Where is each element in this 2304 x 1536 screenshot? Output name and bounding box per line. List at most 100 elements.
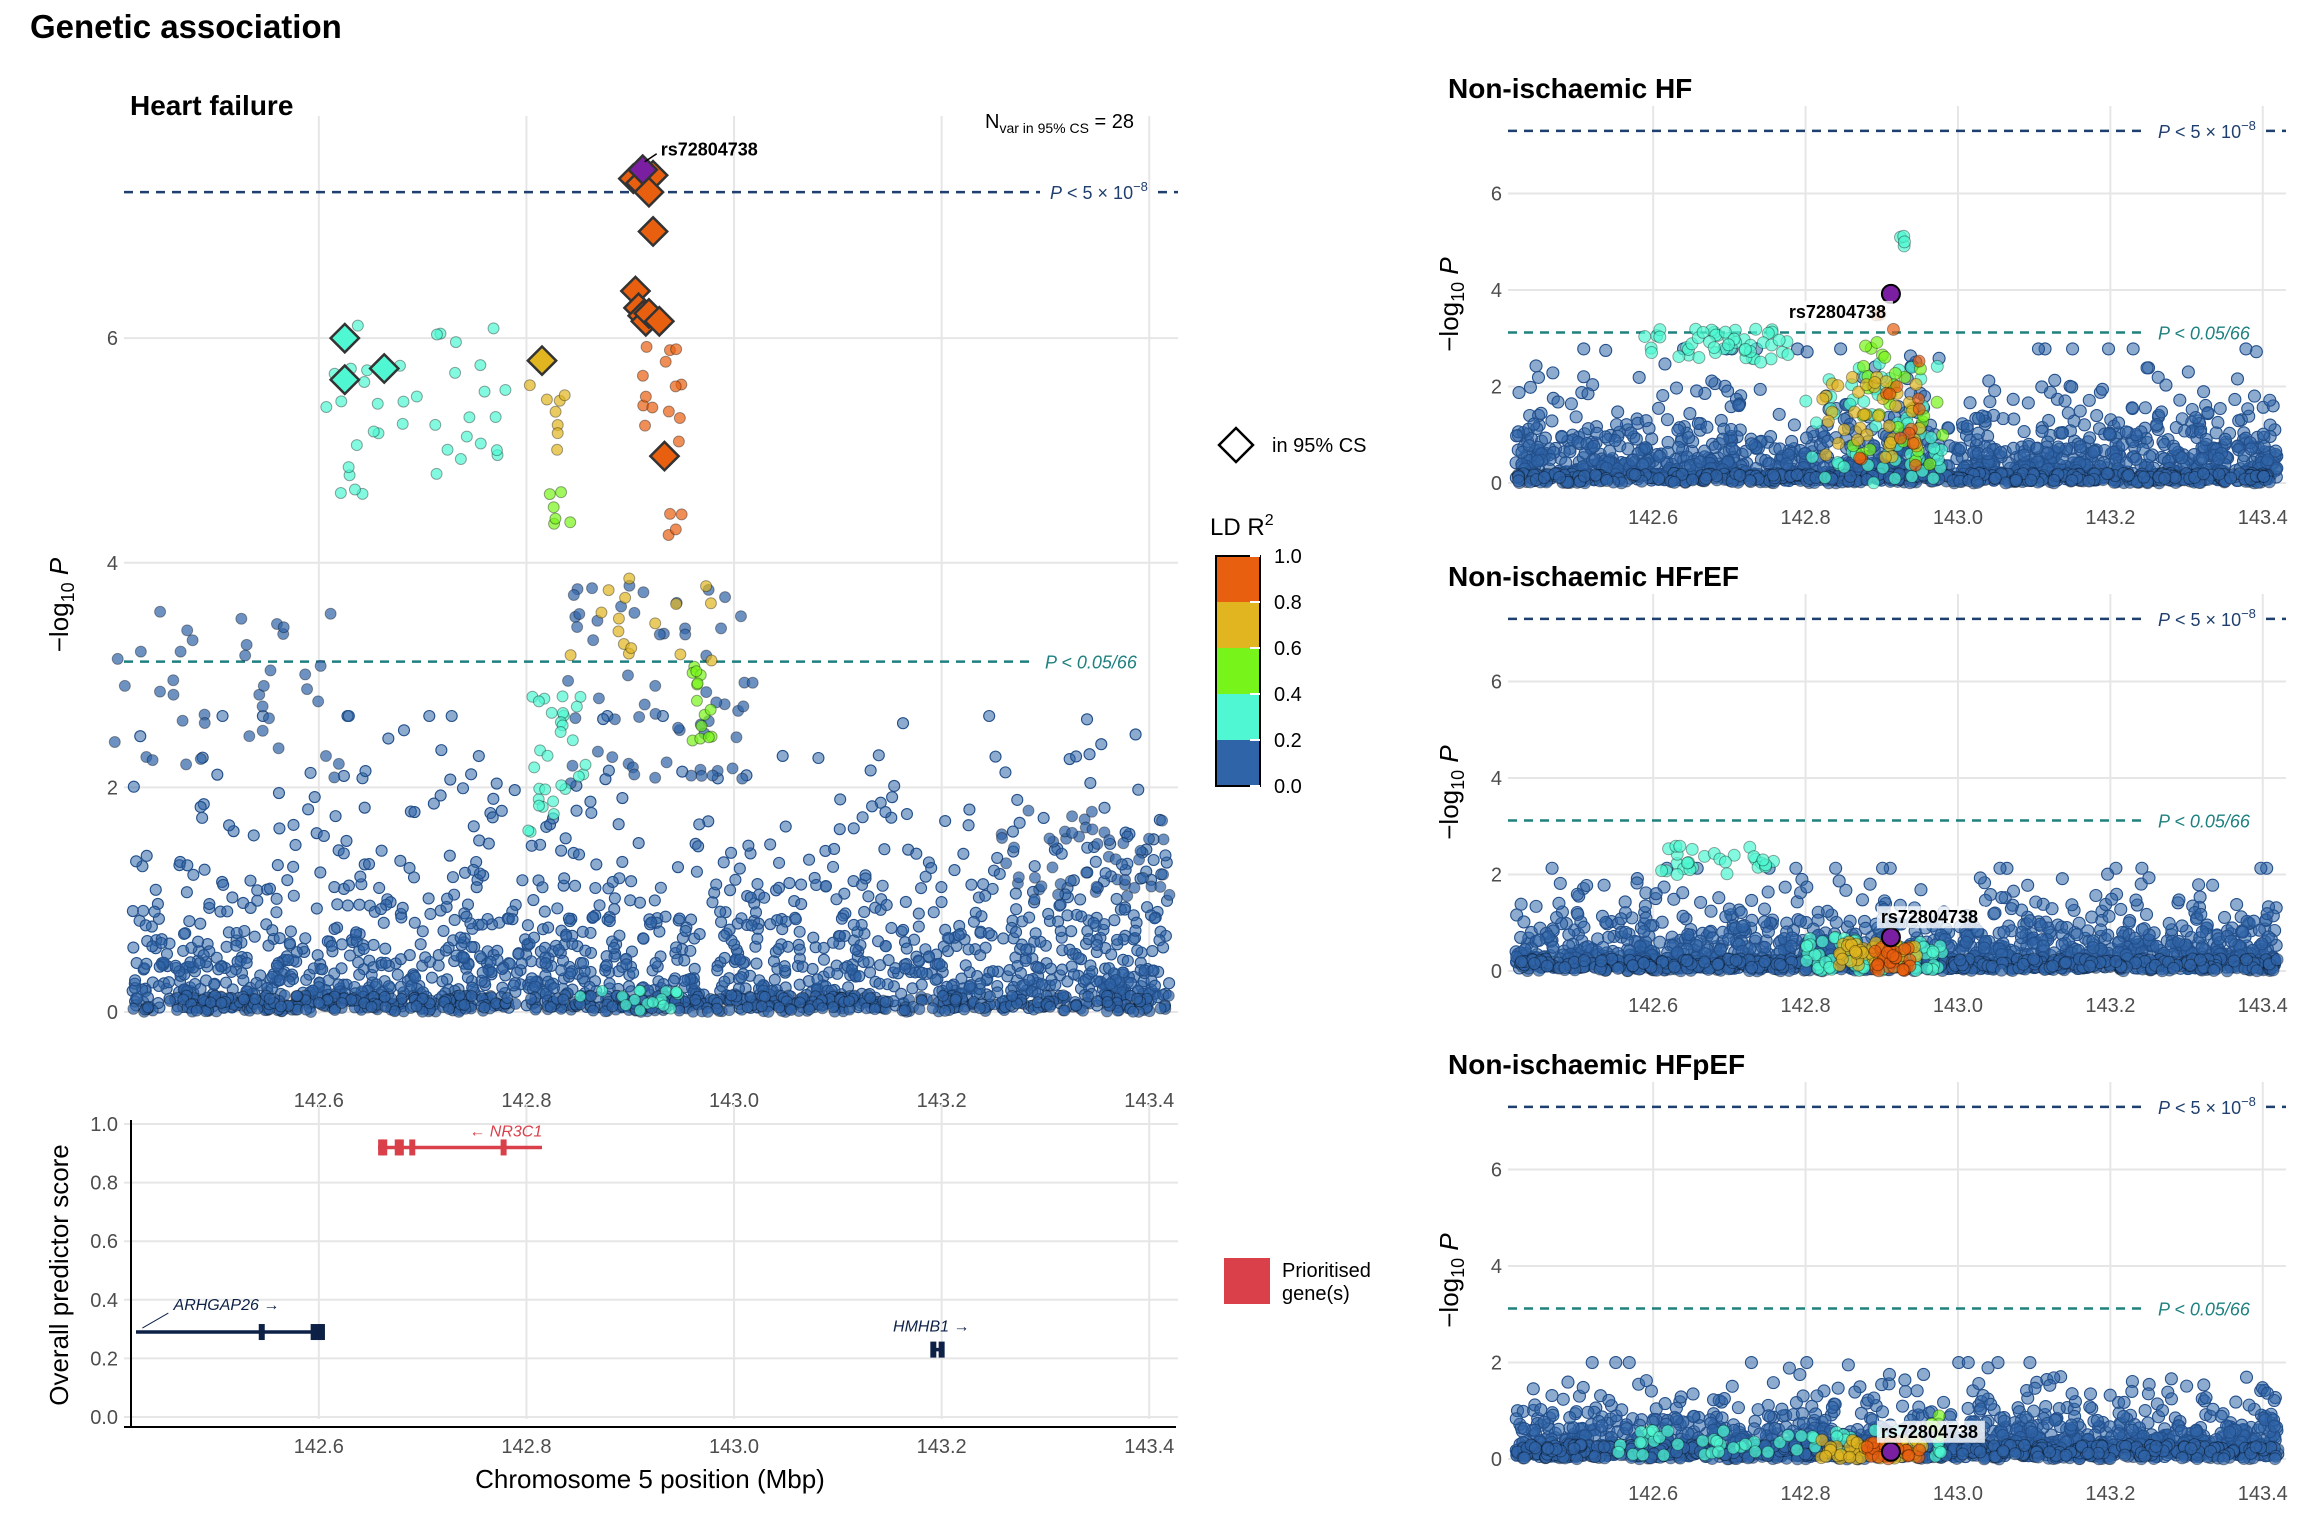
snp-point — [957, 847, 970, 860]
snp-point — [2030, 441, 2044, 455]
snp-point — [287, 818, 300, 831]
snp-point — [1023, 911, 1036, 924]
snp-point — [633, 896, 647, 909]
snp-point — [445, 709, 458, 723]
non-ischaemic-hf-panel: Non-ischaemic HF 142.6 142.8 143.0 143.2 143… — [1434, 73, 2288, 529]
snp-point — [194, 800, 207, 814]
snp-point — [1028, 871, 1041, 884]
snp-point — [878, 843, 891, 856]
snp-point — [2125, 401, 2139, 415]
snp-point — [2211, 452, 2226, 466]
snp-point — [335, 962, 348, 975]
snp-point — [1163, 977, 1176, 990]
snp-point — [1859, 339, 1873, 353]
snp-point — [1128, 881, 1141, 894]
snp-point — [701, 1005, 714, 1018]
snp-point — [270, 892, 283, 905]
snp-point — [962, 943, 975, 956]
snp-point — [612, 625, 625, 638]
snp-point — [711, 964, 724, 977]
snp-point — [1028, 893, 1041, 906]
snp-point — [171, 1004, 184, 1017]
snp-point — [726, 762, 739, 775]
snp-point — [2058, 394, 2072, 408]
snp-point — [351, 319, 364, 332]
snp-point — [1512, 385, 1526, 400]
snp-point — [1863, 443, 1877, 457]
snp-point — [773, 856, 786, 869]
gene-label-NR3C1: ← NR3C1 — [469, 1123, 542, 1140]
cs-legend-label: in 95% CS — [1272, 435, 1367, 457]
snp-point — [827, 860, 840, 873]
snp-point — [542, 921, 555, 934]
snp-point — [807, 931, 820, 944]
snp-point — [487, 322, 500, 335]
snp-point — [983, 990, 996, 1003]
snp-point — [299, 668, 312, 681]
snp-point — [1621, 442, 1635, 456]
snp-point — [472, 749, 485, 763]
snp-point — [302, 803, 315, 816]
snp-point — [467, 863, 480, 876]
snp-point — [1537, 470, 1551, 484]
snp-point — [1699, 472, 1713, 486]
snp-point — [816, 1002, 829, 1015]
snp-point — [2077, 418, 2091, 432]
snp-point — [819, 880, 832, 893]
main-lead-snp: rs72804738 — [626, 140, 758, 186]
snp-point — [499, 383, 512, 396]
snp-point — [773, 1001, 786, 1014]
credible-set-diamond — [648, 440, 681, 472]
snp-point — [155, 936, 168, 950]
snp-point — [1064, 874, 1077, 887]
snp-point — [1600, 474, 1614, 488]
snp-point — [672, 721, 685, 734]
snp-point — [1625, 453, 1639, 467]
snp-point — [864, 966, 877, 979]
snp-point — [142, 1001, 155, 1014]
gene-exon — [500, 1139, 507, 1156]
snp-point — [453, 989, 466, 1002]
snp-point — [558, 872, 571, 885]
snp-point — [2047, 473, 2061, 487]
snp-point — [539, 957, 552, 970]
snp-point — [314, 866, 327, 879]
snp-point — [441, 892, 454, 905]
snp-point — [130, 855, 143, 868]
snp-point — [795, 898, 808, 911]
snp-point — [1738, 342, 1752, 356]
main-credible-set — [328, 159, 681, 472]
snp-point — [1003, 964, 1016, 977]
snp-point — [1878, 350, 1892, 364]
snp-point — [353, 898, 366, 911]
snp-point — [474, 437, 487, 450]
snp-point — [1531, 370, 1546, 384]
snp-point — [342, 879, 355, 892]
snp-point — [281, 874, 294, 887]
snp-point — [939, 923, 952, 936]
snp-point — [212, 963, 225, 976]
snp-point — [997, 932, 1010, 945]
snp-point — [670, 985, 683, 998]
snp-point — [251, 884, 264, 897]
snp-point — [1800, 345, 1814, 359]
snp-point — [2206, 878, 2220, 892]
snp-point — [555, 844, 568, 857]
snp-point — [1099, 867, 1112, 880]
snp-point — [2154, 405, 2169, 419]
gw-threshold-label: P < 5 × 10−8 — [1050, 179, 1148, 203]
snp-point — [2230, 372, 2245, 386]
snp-point — [695, 769, 708, 782]
snp-point — [1098, 801, 1111, 814]
snp-point — [803, 853, 816, 866]
snp-point — [741, 1001, 754, 1014]
snp-point — [1589, 468, 1603, 482]
snp-point — [843, 995, 856, 1008]
snp-point — [1154, 880, 1167, 893]
snp-point — [2201, 406, 2215, 420]
snp-point — [486, 811, 499, 824]
snp-point — [670, 597, 683, 610]
snp-point — [719, 591, 732, 604]
snp-point — [898, 1004, 911, 1017]
snp-point — [162, 976, 175, 989]
